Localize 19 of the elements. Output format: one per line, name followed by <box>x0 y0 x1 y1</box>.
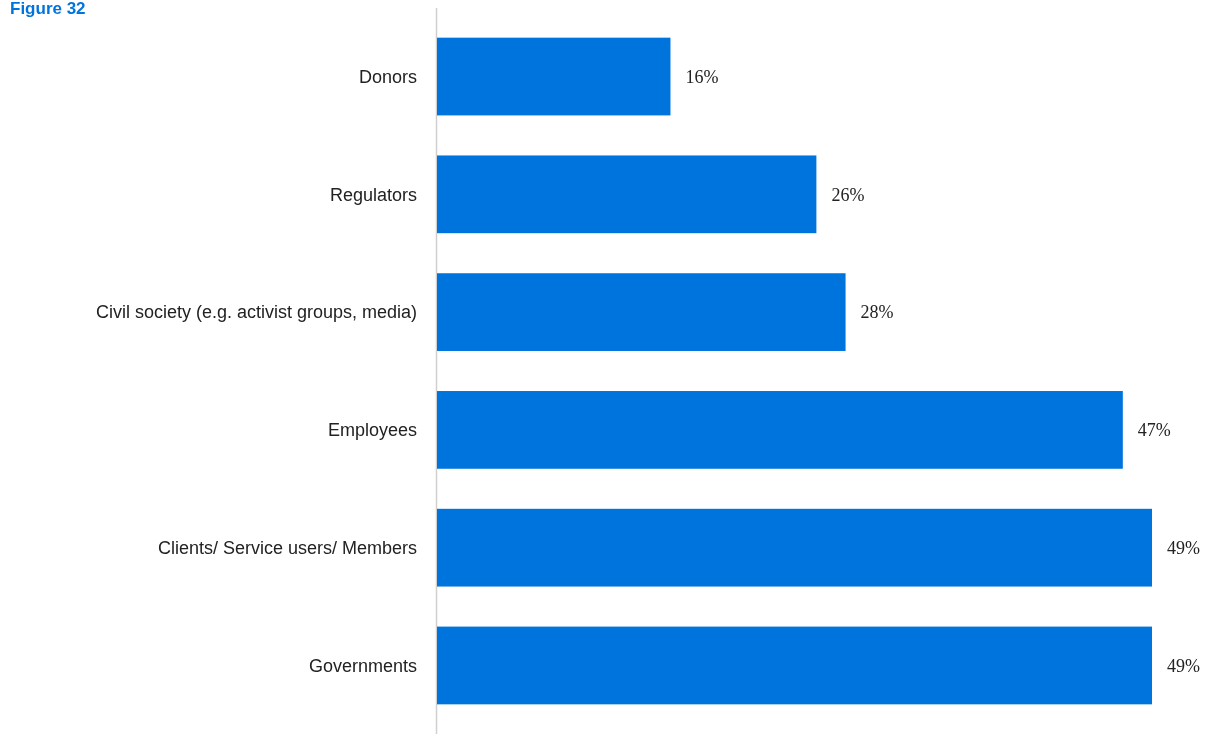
data-label: 47% <box>1137 420 1171 441</box>
bar <box>437 391 1123 469</box>
data-label: 16% <box>685 66 719 87</box>
y-tick-label: Employees <box>327 420 417 441</box>
bar <box>437 508 1152 587</box>
data-label: 26% <box>831 184 865 205</box>
data-label: 49% <box>1167 537 1200 558</box>
y-tick-label: Civil society (e.g. activist groups, media) <box>95 302 417 323</box>
y-tick-label: Regulators <box>329 184 417 205</box>
y-tick-label: Clients/ Service users/ Members <box>157 537 417 558</box>
data-label: 49% <box>1167 655 1200 676</box>
bar <box>437 155 817 234</box>
data-label: 28% <box>860 302 894 323</box>
bar <box>437 273 846 351</box>
text: Figure 32 <box>10 0 86 18</box>
y-tick-label: Governments <box>308 655 417 676</box>
bar <box>437 626 1152 705</box>
bar <box>437 37 671 116</box>
y-tick-label: Donors <box>358 66 417 87</box>
